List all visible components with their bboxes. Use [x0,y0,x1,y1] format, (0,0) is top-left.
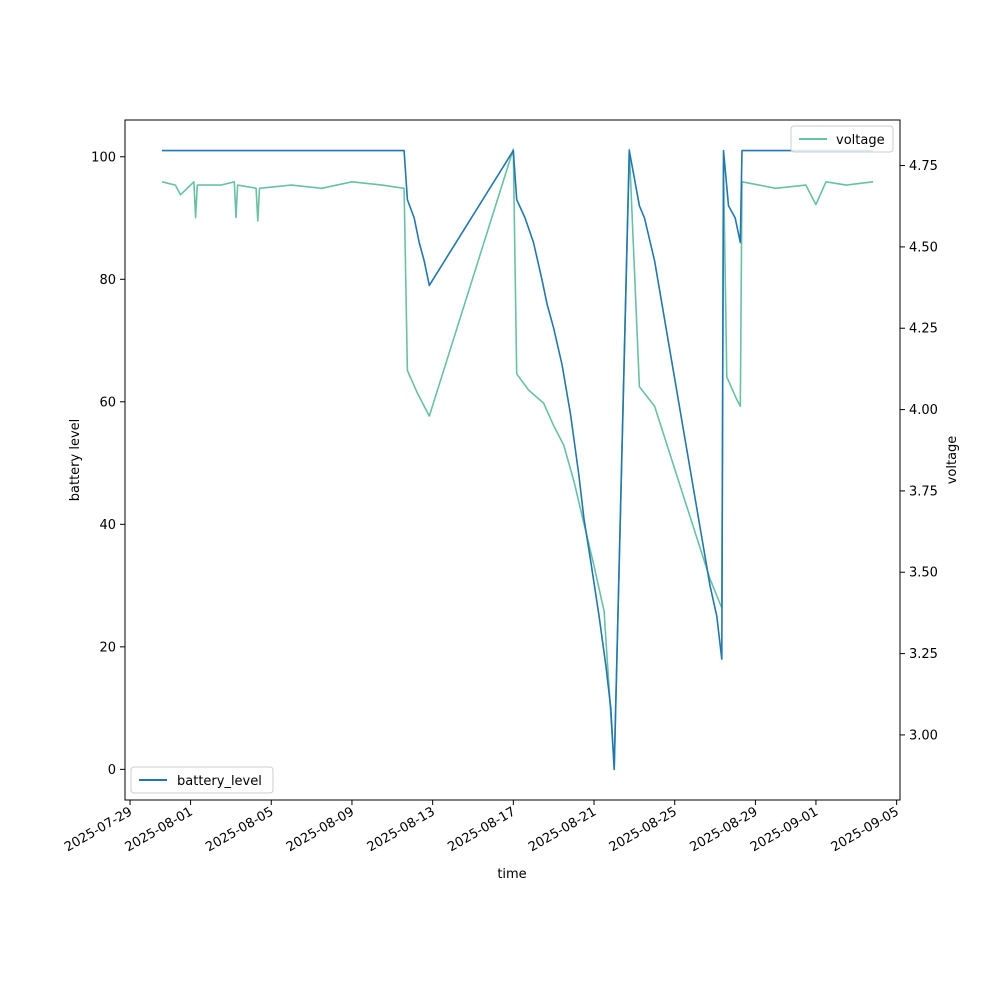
y-left-tick-label: 100 [91,150,116,165]
y-right-tick-label: 3.75 [909,484,938,499]
y-right-tick-label: 4.00 [909,403,938,418]
y-right-tick-label: 3.00 [909,728,938,743]
legend-voltage-box [790,125,894,153]
y-axis-left: 0 20 40 60 80 100 [91,150,125,778]
y-right-tick-label: 4.50 [909,240,938,255]
y-left-tick-label: 60 [99,395,116,410]
y-axis-right: 3.00 3.25 3.50 3.75 4.00 4.25 4.50 4.75 [900,159,938,743]
legend-battery-level: battery_level [130,766,274,794]
y-axis-left-label: battery level [68,419,83,502]
y-right-tick-label: 4.75 [909,159,938,174]
plot-frame [124,119,901,801]
y-left-tick-label: 0 [108,763,116,778]
y-left-tick-label: 40 [99,518,116,533]
y-left-tick-label: 20 [99,640,116,655]
y-left-tick-label: 80 [99,273,116,288]
legend-voltage: voltage [790,125,894,153]
y-axis-right-label: voltage [945,436,960,485]
series-line-battery-level [162,149,874,771]
x-axis-label: time [497,867,526,882]
y-right-tick-label: 3.25 [909,647,938,662]
legend-battery-level-label: battery_level [177,774,262,789]
y-right-tick-label: 4.25 [909,322,938,337]
legend-battery-level-box [130,766,274,794]
series-lines [161,148,874,771]
y-right-tick-label: 3.50 [909,566,938,581]
legend-voltage-label: voltage [836,133,885,148]
series-line-voltage [161,148,874,769]
